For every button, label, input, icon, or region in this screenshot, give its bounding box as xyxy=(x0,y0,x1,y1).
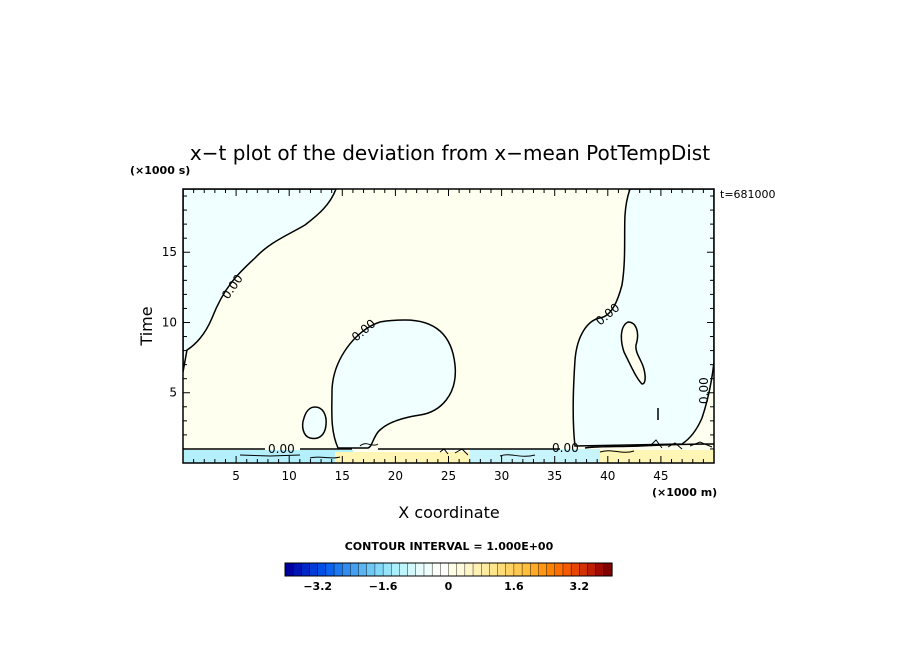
colorbar-tick-label: 1.6 xyxy=(504,580,524,593)
colorbar-cell xyxy=(342,562,352,577)
colorbar-cell xyxy=(317,562,327,577)
colorbar-cell xyxy=(530,562,540,577)
colorbar-cell xyxy=(366,562,376,577)
colorbar-cell xyxy=(382,562,392,577)
colorbar-cell xyxy=(570,562,580,577)
chart-title: x−t plot of the deviation from x−mean Po… xyxy=(190,141,710,165)
x-tick-label: 5 xyxy=(232,469,240,483)
y-tick-label: 15 xyxy=(162,245,177,259)
x-tick-label: 45 xyxy=(653,469,668,483)
colorbar-cell xyxy=(448,562,458,577)
x-tick-label: 20 xyxy=(388,469,403,483)
colorbar-tick-label: −3.2 xyxy=(303,580,332,593)
x-tick-label: 15 xyxy=(335,469,350,483)
colorbar-frame xyxy=(284,562,613,577)
colorbar-cell xyxy=(309,562,319,577)
colorbar-cell xyxy=(513,562,523,577)
colorbar-cell xyxy=(423,562,433,577)
colorbar-cell xyxy=(481,562,490,577)
colorbar-cell xyxy=(431,562,441,577)
contour-label: 0.00 xyxy=(268,442,295,456)
region-center-bubble-negative xyxy=(331,319,456,449)
colorbar-cell xyxy=(399,562,409,577)
y-tick-label: 10 xyxy=(162,315,177,329)
colorbar-cell xyxy=(415,562,425,577)
region-right-inner-loop xyxy=(620,321,646,385)
colorbar-cell xyxy=(284,562,294,577)
axis-ticks: 5 10 15 20 25 30 35 40 45 5 10 15 xyxy=(162,189,714,483)
band-negative-mid xyxy=(470,449,600,463)
time-stamp: t=681000 xyxy=(720,188,776,201)
x-tick-label: 25 xyxy=(441,469,456,483)
colorbar-cell xyxy=(562,562,572,577)
colorbar-tick-label: 0 xyxy=(445,580,453,593)
colorbar-cell xyxy=(350,562,360,577)
region-upper-left-negative xyxy=(183,189,337,373)
x-tick-label: 30 xyxy=(494,469,509,483)
colorbar-cell xyxy=(521,562,531,577)
contour-label: 0.00 xyxy=(552,441,579,455)
colorbar-cell xyxy=(587,562,597,577)
contour-interval-label: CONTOUR INTERVAL = 1.000E+00 xyxy=(345,540,554,553)
plot-area xyxy=(183,189,714,463)
y-axis-label: Time xyxy=(137,306,156,346)
y-tick-label: 5 xyxy=(169,386,177,400)
colorbar-cell xyxy=(546,562,556,577)
x-unit-label: (×1000 m) xyxy=(652,486,717,499)
colorbar-cell xyxy=(554,562,564,577)
colorbar-cell xyxy=(472,562,482,577)
colorbar-cell xyxy=(505,562,515,577)
colorbar-cell xyxy=(391,562,401,577)
region-right-negative xyxy=(572,189,714,447)
colorbar xyxy=(284,562,613,577)
colorbar-cell xyxy=(358,562,368,577)
colorbar-cell xyxy=(489,562,499,577)
colorbar-cell xyxy=(456,562,466,577)
colorbar-cell xyxy=(301,562,311,577)
colorbar-cell xyxy=(595,562,605,577)
colorbar-cell xyxy=(464,562,474,577)
colorbar-cell xyxy=(497,562,507,577)
colorbar-cell xyxy=(407,562,417,577)
colorbar-cell xyxy=(538,562,548,577)
colorbar-cell xyxy=(603,562,613,577)
band-positive-right xyxy=(600,450,714,463)
region-small-loop-negative xyxy=(301,406,327,440)
x-axis-label: X coordinate xyxy=(398,503,499,522)
x-tick-label: 10 xyxy=(282,469,297,483)
contour-label: 0.00 xyxy=(697,377,711,404)
colorbar-cell xyxy=(292,562,302,577)
band-positive-mid xyxy=(335,452,495,463)
colorbar-tick-label: −1.6 xyxy=(369,580,398,593)
colorbar-labels: −3.2 −1.6 0 1.6 3.2 xyxy=(303,580,589,593)
colorbar-tick-label: 3.2 xyxy=(570,580,590,593)
colorbar-cell xyxy=(374,562,384,577)
contour-line-t1 xyxy=(183,443,714,450)
x-tick-label: 40 xyxy=(600,469,615,483)
colorbar-cell xyxy=(325,562,335,577)
colorbar-cell xyxy=(333,562,343,577)
colorbar-cell xyxy=(440,562,450,577)
x-tick-label: 35 xyxy=(547,469,562,483)
contour-wiggles xyxy=(239,439,713,459)
colorbar-cell xyxy=(579,562,589,577)
y-unit-label: (×1000 s) xyxy=(130,164,190,177)
